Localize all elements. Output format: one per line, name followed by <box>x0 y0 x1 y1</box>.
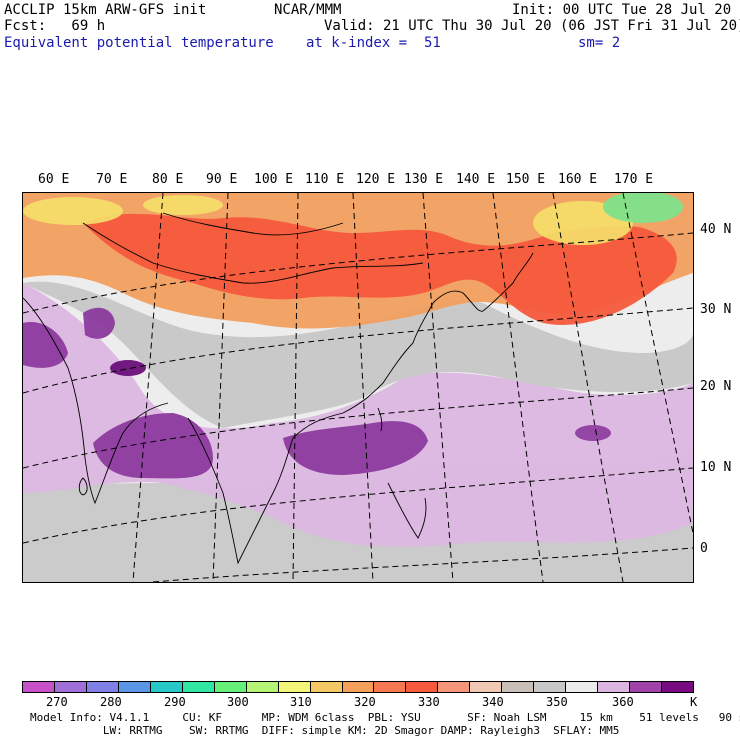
theta-e-field-map <box>23 193 693 582</box>
colorbar-cell <box>214 682 247 692</box>
parallel-10N <box>23 467 693 544</box>
colorbar-cell <box>438 682 471 692</box>
footer-model-info: Model Info: V4.1.1 CU: KF MP: WDM 6class… <box>30 711 740 724</box>
lon-label: 80 E <box>152 172 184 187</box>
coastline-india <box>23 297 169 505</box>
parallel-30N <box>23 307 693 394</box>
colorbar-cell <box>406 682 439 692</box>
colorbar-unit: K <box>690 695 698 709</box>
colorbar-tick-label: 350 <box>546 695 568 709</box>
colorbar-tick-label: 300 <box>227 695 249 709</box>
colorbar-cell <box>86 682 119 692</box>
colorbar-tick-label: 270 <box>46 695 68 709</box>
colorbar-tick-label: 310 <box>290 695 312 709</box>
colorbar-cell <box>23 682 55 692</box>
colorbar-cell <box>598 682 631 692</box>
lon-label: 110 E <box>305 172 345 187</box>
colorbar-cell <box>246 682 279 692</box>
footer-physics-info: LW: RRTMG SW: RRTMG DIFF: simple KM: 2D … <box>30 724 620 737</box>
purple-core-philippine-sea <box>575 425 611 441</box>
coastline-philippines <box>387 482 427 539</box>
meridian-100E <box>132 193 164 582</box>
borders-mongolia <box>162 212 344 236</box>
lon-label: 170 E <box>614 172 654 187</box>
coastline-china <box>412 290 484 344</box>
meridian-150E <box>492 193 544 582</box>
hot-red-zone <box>83 213 677 325</box>
colorbar-tick-label: 280 <box>100 695 122 709</box>
meridian-160E <box>552 193 624 582</box>
lat-label: 30 N <box>700 302 732 317</box>
colorbar-tick-label: 360 <box>612 695 634 709</box>
colorbar-tick-label: 340 <box>482 695 504 709</box>
borders-central-asia <box>82 222 424 284</box>
northern-gray-band <box>23 281 693 428</box>
yellow-patch <box>23 197 123 225</box>
organization: NCAR/MMM <box>274 2 342 18</box>
yellow-patch <box>143 195 223 215</box>
coastline-indochina <box>187 342 414 565</box>
parallel-20N <box>23 387 693 469</box>
forecast-hour: Fcst: 69 h <box>4 18 106 34</box>
purple-core-bay-of-bengal <box>93 413 213 479</box>
purple-core-south-china-sea <box>283 421 428 475</box>
colorbar-cell <box>278 682 311 692</box>
colorbar-cell <box>342 682 375 692</box>
colorbar-cell <box>374 682 407 692</box>
field-name: Equivalent potential temperature <box>4 35 274 51</box>
colorbar <box>22 681 694 693</box>
purple-core-india <box>23 322 68 368</box>
lat-label: 10 N <box>700 460 732 475</box>
lon-label: 150 E <box>506 172 546 187</box>
lon-label: 70 E <box>96 172 128 187</box>
valid-time: Valid: 21 UTC Thu 30 Jul 20 (06 JST Fri … <box>324 18 740 34</box>
colorbar-cell <box>502 682 535 692</box>
model-title: ACCLIP 15km ARW-GFS init <box>4 2 207 18</box>
colorbar-cell <box>118 682 151 692</box>
tropical-moist-region <box>23 283 693 547</box>
lon-label: 130 E <box>404 172 444 187</box>
purple-core-north-india <box>83 307 115 339</box>
coastline-japan <box>482 252 534 312</box>
colorbar-cell <box>310 682 343 692</box>
parallel-40N <box>23 232 693 314</box>
meridian-170E <box>622 193 693 534</box>
colorbar-cell <box>566 682 599 692</box>
lat-label: 20 N <box>700 379 732 394</box>
meridian-120E <box>292 193 299 582</box>
init-time: Init: 00 UTC Tue 28 Jul 20 <box>512 2 732 18</box>
graticule <box>23 193 693 582</box>
colorbar-cell <box>662 682 694 692</box>
level-index: at k-index = 51 <box>306 35 441 51</box>
parallel-0 <box>152 547 693 582</box>
colorbar-cell <box>54 682 87 692</box>
lon-label: 60 E <box>38 172 70 187</box>
coastline-taiwan <box>377 407 383 432</box>
dark-purple-core <box>110 360 146 376</box>
green-patch <box>603 193 683 223</box>
lon-label: 140 E <box>456 172 496 187</box>
lon-label: 160 E <box>558 172 598 187</box>
colorbar-tick-label: 290 <box>164 695 186 709</box>
meridian-110E <box>212 193 229 582</box>
lon-label: 100 E <box>254 172 294 187</box>
smoothing: sm= 2 <box>578 35 621 51</box>
meridian-140E <box>422 193 454 582</box>
lon-label: 90 E <box>206 172 238 187</box>
coastline-sri-lanka <box>78 477 88 496</box>
colorbar-tick-label: 330 <box>418 695 440 709</box>
colorbar-cell <box>182 682 215 692</box>
colorbar-cell <box>534 682 567 692</box>
meridian-130E <box>352 193 374 582</box>
colorbar-cell <box>470 682 503 692</box>
lat-label: 0 <box>700 541 708 556</box>
colorbar-tick-label: 320 <box>354 695 376 709</box>
colorbar-cell <box>150 682 183 692</box>
lon-label: 120 E <box>356 172 396 187</box>
colorbar-cell <box>630 682 663 692</box>
coastlines <box>23 212 534 565</box>
map-panel <box>22 192 694 583</box>
lat-label: 40 N <box>700 222 732 237</box>
